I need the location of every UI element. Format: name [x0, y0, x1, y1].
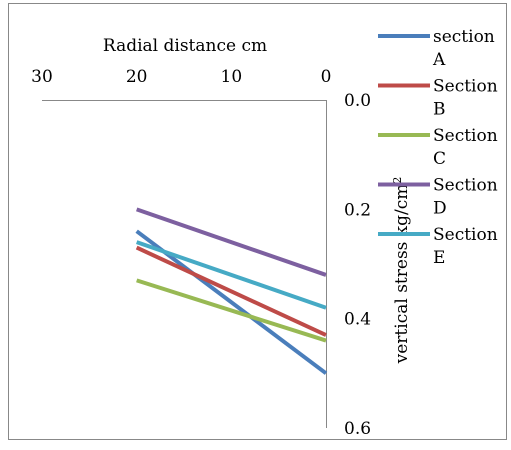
legend-label: section — [433, 27, 495, 47]
x-axis-title: Radial distance cm — [103, 36, 267, 56]
y-axis-title: vertical stress kg/cm2 — [391, 177, 412, 365]
legend-entry: Section D — [378, 176, 498, 219]
x-tick-label: 10 — [221, 67, 243, 87]
legend-entry: Section E — [378, 225, 498, 268]
legend-label: A — [432, 50, 446, 70]
axes — [42, 100, 327, 428]
legend-entry: Section C — [378, 126, 498, 169]
legend-label: Section — [433, 126, 498, 146]
series-line — [136, 278, 327, 343]
legend-entry: Section B — [378, 77, 498, 120]
y-tick-label: 0.4 — [344, 310, 371, 330]
legend: section A Section B Section C Section D Section E — [378, 27, 498, 268]
series-line — [135, 245, 327, 337]
legend-label: C — [433, 149, 446, 169]
legend-label: B — [433, 100, 446, 120]
y-axis-title-superscript: 2 — [391, 177, 404, 184]
series-line — [136, 240, 327, 310]
legend-label: D — [433, 199, 447, 219]
y-axis-title-text: vertical stress kg/cm — [392, 184, 412, 365]
legend-label: E — [433, 248, 445, 268]
y-tick-label: 0.6 — [344, 419, 371, 439]
x-tick-label: 20 — [126, 67, 148, 87]
series-lines — [135, 207, 328, 375]
y-tick-label: 0.0 — [344, 91, 371, 111]
x-tick-labels: 30 20 10 0 — [31, 67, 331, 87]
legend-label: Section — [433, 176, 498, 196]
x-tick-label: 30 — [31, 67, 53, 87]
y-tick-label: 0.2 — [344, 200, 371, 220]
legend-label: Section — [433, 77, 498, 97]
legend-label: Section — [433, 225, 498, 245]
x-tick-label: 0 — [321, 67, 332, 87]
series-line — [136, 207, 327, 277]
chart-frame — [8, 3, 507, 440]
y-tick-labels: 0.0 0.2 0.4 0.6 — [344, 91, 371, 439]
legend-entry: section A — [378, 27, 495, 70]
